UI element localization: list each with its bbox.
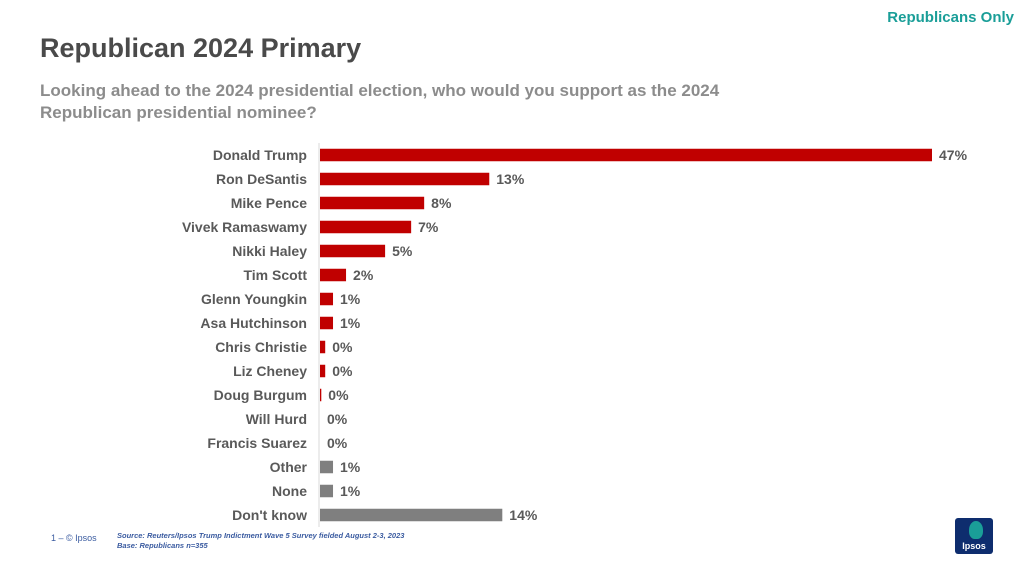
category-label: Glenn Youngkin [201, 291, 307, 307]
bar [320, 292, 334, 306]
value-label: 0% [332, 363, 353, 379]
category-label: Francis Suarez [207, 435, 307, 451]
source-line: Source: Reuters/Ipsos Trump Indictment W… [117, 531, 405, 540]
category-label: Liz Cheney [233, 363, 307, 379]
survey-question: Looking ahead to the 2024 presidential e… [40, 81, 720, 122]
value-label: 1% [340, 315, 361, 331]
bar [320, 268, 347, 282]
page-footer: 1 – © Ipsos [51, 533, 97, 543]
value-label: 14% [509, 507, 538, 523]
category-label: Donald Trump [213, 147, 307, 163]
category-label: None [272, 483, 307, 499]
value-label: 0% [327, 411, 348, 427]
bar [320, 460, 334, 474]
category-label: Doug Burgum [214, 387, 307, 403]
bar [320, 484, 334, 498]
audience-tag: Republicans Only [887, 9, 1014, 26]
value-label: 5% [392, 243, 413, 259]
category-label: Will Hurd [246, 411, 307, 427]
value-label: 0% [332, 339, 353, 355]
bar [320, 220, 412, 234]
bar [320, 340, 326, 354]
value-label: 13% [496, 171, 525, 187]
bar [320, 364, 326, 378]
category-label: Ron DeSantis [216, 171, 307, 187]
logo-mark-icon [969, 521, 983, 539]
ipsos-logo: Ipsos [955, 518, 993, 554]
bar [320, 172, 490, 186]
value-label: 2% [353, 267, 374, 283]
category-label: Don't know [232, 507, 307, 523]
value-label: 1% [340, 459, 361, 475]
category-label: Tim Scott [243, 267, 307, 283]
bar [320, 244, 386, 258]
source-note: Source: Reuters/Ipsos Trump Indictment W… [117, 531, 404, 551]
value-label: 7% [418, 219, 439, 235]
value-label: 0% [328, 387, 349, 403]
category-label: Nikki Haley [232, 243, 307, 259]
bar [320, 196, 425, 210]
bar [320, 388, 322, 402]
category-label: Mike Pence [231, 195, 307, 211]
value-label: 0% [327, 435, 348, 451]
value-label: 8% [431, 195, 452, 211]
bar [320, 148, 932, 162]
bar [320, 508, 503, 522]
value-label: 47% [939, 147, 968, 163]
category-label: Asa Hutchinson [200, 315, 307, 331]
value-label: 1% [340, 483, 361, 499]
category-label: Chris Christie [215, 339, 307, 355]
category-label: Vivek Ramaswamy [182, 219, 307, 235]
base-line: Base: Republicans n=355 [117, 541, 208, 550]
value-label: 1% [340, 291, 361, 307]
category-label: Other [270, 459, 308, 475]
logo-text: Ipsos [962, 541, 986, 551]
bar [320, 316, 334, 330]
page-title: Republican 2024 Primary [40, 33, 362, 63]
